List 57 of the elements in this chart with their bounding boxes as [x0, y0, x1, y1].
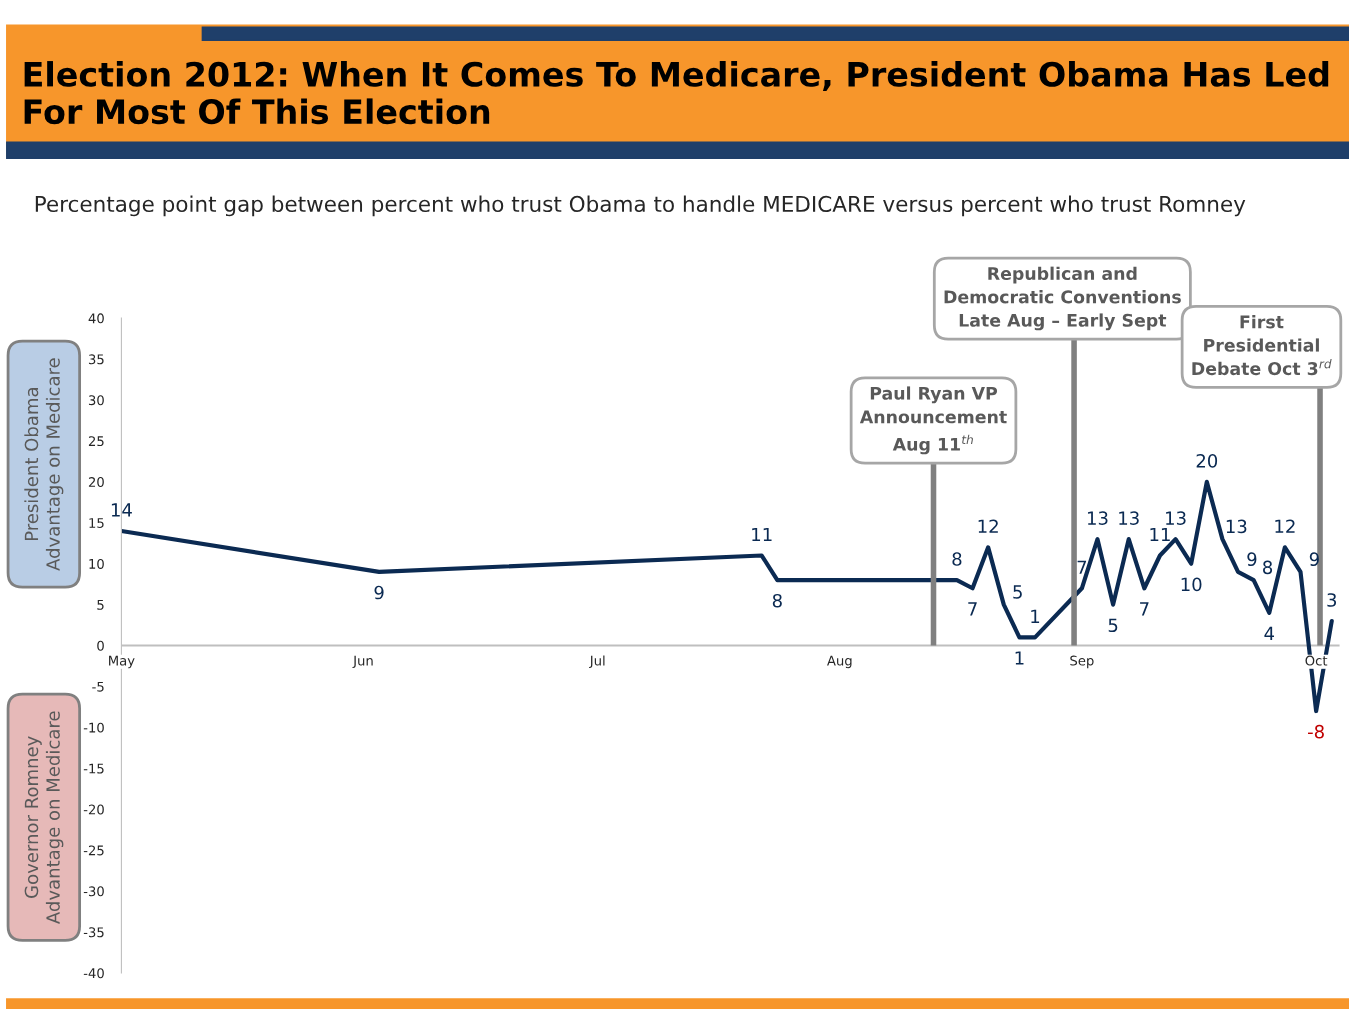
data-label: 10 — [1181, 577, 1202, 592]
data-label: 13 — [1087, 511, 1108, 525]
y-tick-label: -10 — [83, 722, 104, 733]
x-tick-label: May — [109, 655, 135, 669]
y-tick-label: 25 — [88, 436, 104, 447]
data-label: 7 — [1140, 602, 1149, 616]
data-label: 12 — [978, 519, 998, 533]
y-tick-label: 15 — [89, 518, 104, 528]
chart-subtitle: Percentage point gap between percent who trust Obama to handle MEDICARE versus percent who trust Romney — [35, 195, 1246, 217]
data-label: 1 — [1031, 609, 1040, 623]
data-label: 8 — [772, 593, 782, 608]
chart-title: Election 2012: When It Comes To Medicare, President Obama Has Led For Most Of This Election — [24, 61, 1329, 125]
data-label: 9 — [374, 585, 384, 600]
y-tick-label: 10 — [89, 558, 104, 569]
x-tick-label: Aug — [827, 655, 852, 669]
data-label: 12 — [1275, 519, 1295, 533]
x-tick-label: Jul — [589, 655, 605, 669]
data-label: 5 — [1108, 618, 1118, 633]
ref-line-label: Paul Ryan VP Announcement Aug 11$^{th}$ — [859, 386, 1007, 455]
data-label: 7 — [968, 602, 977, 616]
y-axis-title: President Obama Advantage on Medicare — [24, 358, 64, 571]
data-label: 9 — [1309, 552, 1319, 567]
data-label: 7 — [1077, 560, 1087, 574]
data-label: 3 — [1327, 593, 1337, 607]
data-label: 8 — [952, 552, 962, 566]
data-label: 20 — [1196, 453, 1218, 468]
y-tick-label: -25 — [83, 845, 104, 856]
x-tick-label: Jun — [352, 655, 373, 669]
y-tick-label: -35 — [83, 927, 104, 938]
y-tick-label: 35 — [88, 354, 104, 365]
data-label: -8 — [1308, 724, 1324, 739]
x-tick-label: Sep — [1070, 655, 1094, 669]
y-tick-label: 0 — [97, 640, 104, 651]
ref-line-label: First Presidential Debate Oct 3$^{rd}$ — [1192, 314, 1332, 376]
y-tick-label: -5 — [92, 681, 104, 692]
y-tick-label: -15 — [83, 763, 104, 774]
data-label: 5 — [1013, 585, 1022, 599]
data-label: 13 — [1226, 519, 1247, 534]
data-label: 14 — [111, 503, 132, 517]
data-label: 11 — [752, 527, 772, 542]
y-tick-label: 40 — [88, 313, 104, 324]
data-label: 11 — [1150, 527, 1170, 542]
ref-line-label: Republican and Democratic Conventions Late Aug – Early Sept — [944, 266, 1181, 331]
y-tick-label: -40 — [83, 968, 104, 979]
y-tick-label: 30 — [88, 395, 104, 406]
x-tick-label: Oct — [1305, 655, 1328, 666]
y-tick-label: -30 — [83, 886, 104, 897]
data-label: 9 — [1247, 552, 1257, 567]
y-tick-label: 20 — [88, 477, 104, 488]
data-label: 4 — [1264, 626, 1275, 641]
text: Governor Romney Advantage on Medicare — [24, 711, 64, 924]
data-label: 13 — [1119, 511, 1139, 525]
data-label: 8 — [1263, 560, 1273, 575]
y-tick-label: -20 — [83, 804, 104, 815]
data-label: 1 — [1015, 651, 1024, 665]
y-tick-label: 5 — [97, 600, 104, 610]
data-label: 13 — [1166, 511, 1186, 525]
